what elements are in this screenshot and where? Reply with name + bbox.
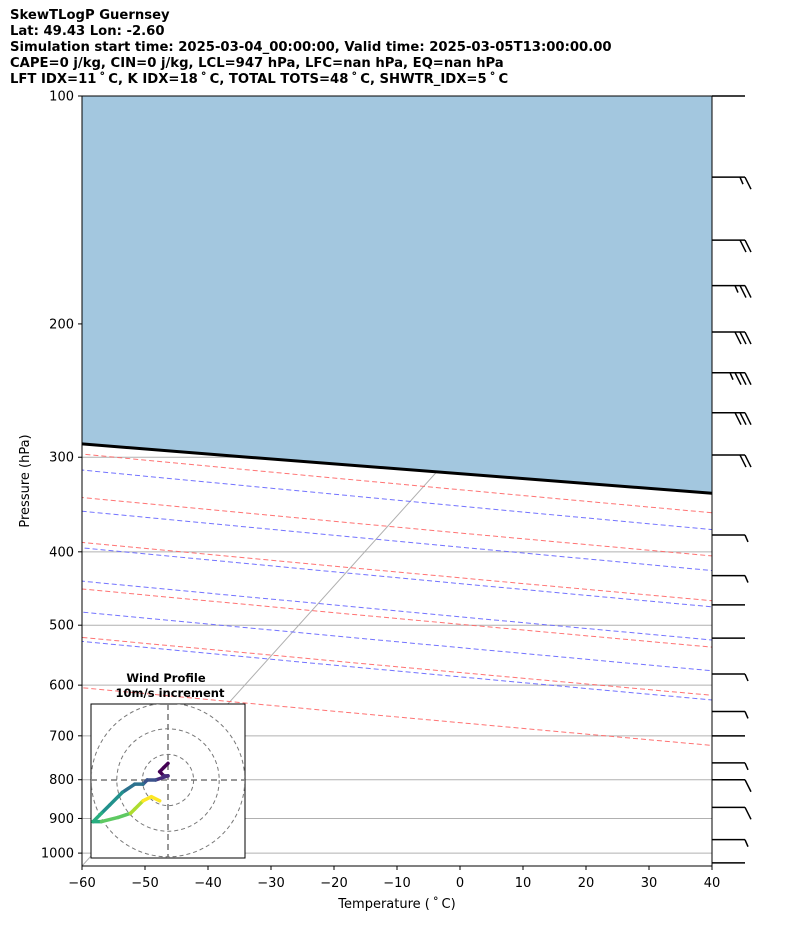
y-tick-label: 200 xyxy=(49,317,74,332)
wind-barb xyxy=(712,762,749,771)
wind-barbs xyxy=(712,95,752,864)
hodograph-segment xyxy=(108,790,124,807)
wind-barb xyxy=(712,411,752,426)
moist-adiabat xyxy=(82,640,712,701)
dry-adiabat xyxy=(82,636,712,696)
barb-flag xyxy=(744,331,752,345)
y-axis-label: Pressure (hPa) xyxy=(18,434,33,527)
barb-half xyxy=(729,372,734,381)
barb-half xyxy=(744,575,749,583)
hodograph-subtitle: 10m/s increment xyxy=(116,686,225,700)
hodograph-segment xyxy=(99,803,112,816)
barb-flag xyxy=(744,176,752,190)
x-tick-label: −50 xyxy=(131,876,158,891)
y-tick-label: 800 xyxy=(49,773,74,788)
y-tick-label: 600 xyxy=(49,679,74,694)
hodograph-segment xyxy=(99,815,120,824)
wind-barb xyxy=(712,176,752,190)
hodograph-segment xyxy=(120,782,137,795)
barb-flag xyxy=(739,285,747,298)
wind-barb xyxy=(712,534,749,543)
x-tick-label: 0 xyxy=(456,876,464,891)
barb-half xyxy=(734,285,739,293)
hodograph-segment xyxy=(132,799,145,811)
y-tick-label: 1000 xyxy=(41,847,74,862)
wind-barb xyxy=(712,778,752,793)
barb-flag xyxy=(744,779,752,793)
barb-flag xyxy=(739,412,747,426)
isotherm xyxy=(711,865,712,866)
x-axis-label: Temperature ( ˚ C) xyxy=(337,896,455,912)
barb-flag xyxy=(739,331,747,345)
barb-flag xyxy=(744,806,752,820)
cape-shade xyxy=(82,96,712,494)
wind-barb xyxy=(712,239,752,253)
x-tick-label: −10 xyxy=(383,876,410,891)
wind-barb xyxy=(712,574,749,583)
wind-barb xyxy=(712,371,752,386)
chart-title: SkewTLogP Guernsey xyxy=(10,8,170,23)
barb-flag xyxy=(744,285,752,298)
chart-header: SkewTLogP Guernsey Lat: 49.43 Lon: -2.60… xyxy=(10,8,612,88)
hodograph-title: Wind Profile xyxy=(126,671,206,685)
wind-barb xyxy=(712,806,752,820)
x-tick-label: −30 xyxy=(257,876,284,891)
wind-barb xyxy=(712,284,752,298)
hodograph-segment xyxy=(153,774,170,782)
barb-half xyxy=(739,176,744,185)
barb-flag xyxy=(744,454,752,468)
wind-barb xyxy=(712,710,749,719)
barb-flag xyxy=(739,372,747,386)
wind-barb xyxy=(712,673,749,682)
barb-half xyxy=(744,534,749,543)
wind-barb xyxy=(712,331,752,345)
indices-line-1: CAPE=0 j/kg, CIN=0 j/kg, LCL=947 hPa, LF… xyxy=(10,56,504,71)
wind-barb xyxy=(712,454,752,468)
barb-flag xyxy=(739,239,747,253)
cape-cin-shading xyxy=(82,96,712,494)
y-tick-label: 700 xyxy=(49,729,74,744)
x-tick-label: 30 xyxy=(641,876,658,891)
y-tick-label: 300 xyxy=(49,451,74,466)
barb-half xyxy=(744,839,749,847)
x-tick-label: 20 xyxy=(578,876,595,891)
barb-flag xyxy=(744,412,752,426)
x-tick-label: −40 xyxy=(194,876,221,891)
x-tick-label: 40 xyxy=(704,876,721,891)
barb-flag xyxy=(734,372,742,386)
barb-flag xyxy=(744,372,752,386)
x-tick-label: −60 xyxy=(68,876,95,891)
moist-adiabat xyxy=(82,611,712,672)
x-tick-label: −20 xyxy=(320,876,347,891)
hodograph-segment xyxy=(149,794,162,803)
barb-flag xyxy=(744,239,752,253)
barb-half xyxy=(744,762,749,771)
indices-line-2: LFT IDX=11 ˚ C, K IDX=18 ˚ C, TOTAL TOTS… xyxy=(10,72,509,87)
wind-barb xyxy=(712,838,749,847)
barb-flag xyxy=(734,331,742,345)
y-tick-label: 900 xyxy=(49,812,74,827)
barb-flag xyxy=(739,454,747,468)
y-tick-label: 400 xyxy=(49,545,74,560)
barb-flag xyxy=(734,412,742,426)
y-tick-label: 500 xyxy=(49,619,74,634)
hodograph-segment xyxy=(116,811,133,820)
hodograph xyxy=(91,704,245,858)
time-text: Simulation start time: 2025-03-04_00:00:… xyxy=(10,40,612,55)
barb-half xyxy=(744,711,749,719)
barb-half xyxy=(744,673,749,682)
x-tick-label: 10 xyxy=(515,876,532,891)
y-tick-label: 100 xyxy=(49,90,74,105)
location-text: Lat: 49.43 Lon: -2.60 xyxy=(10,24,165,39)
